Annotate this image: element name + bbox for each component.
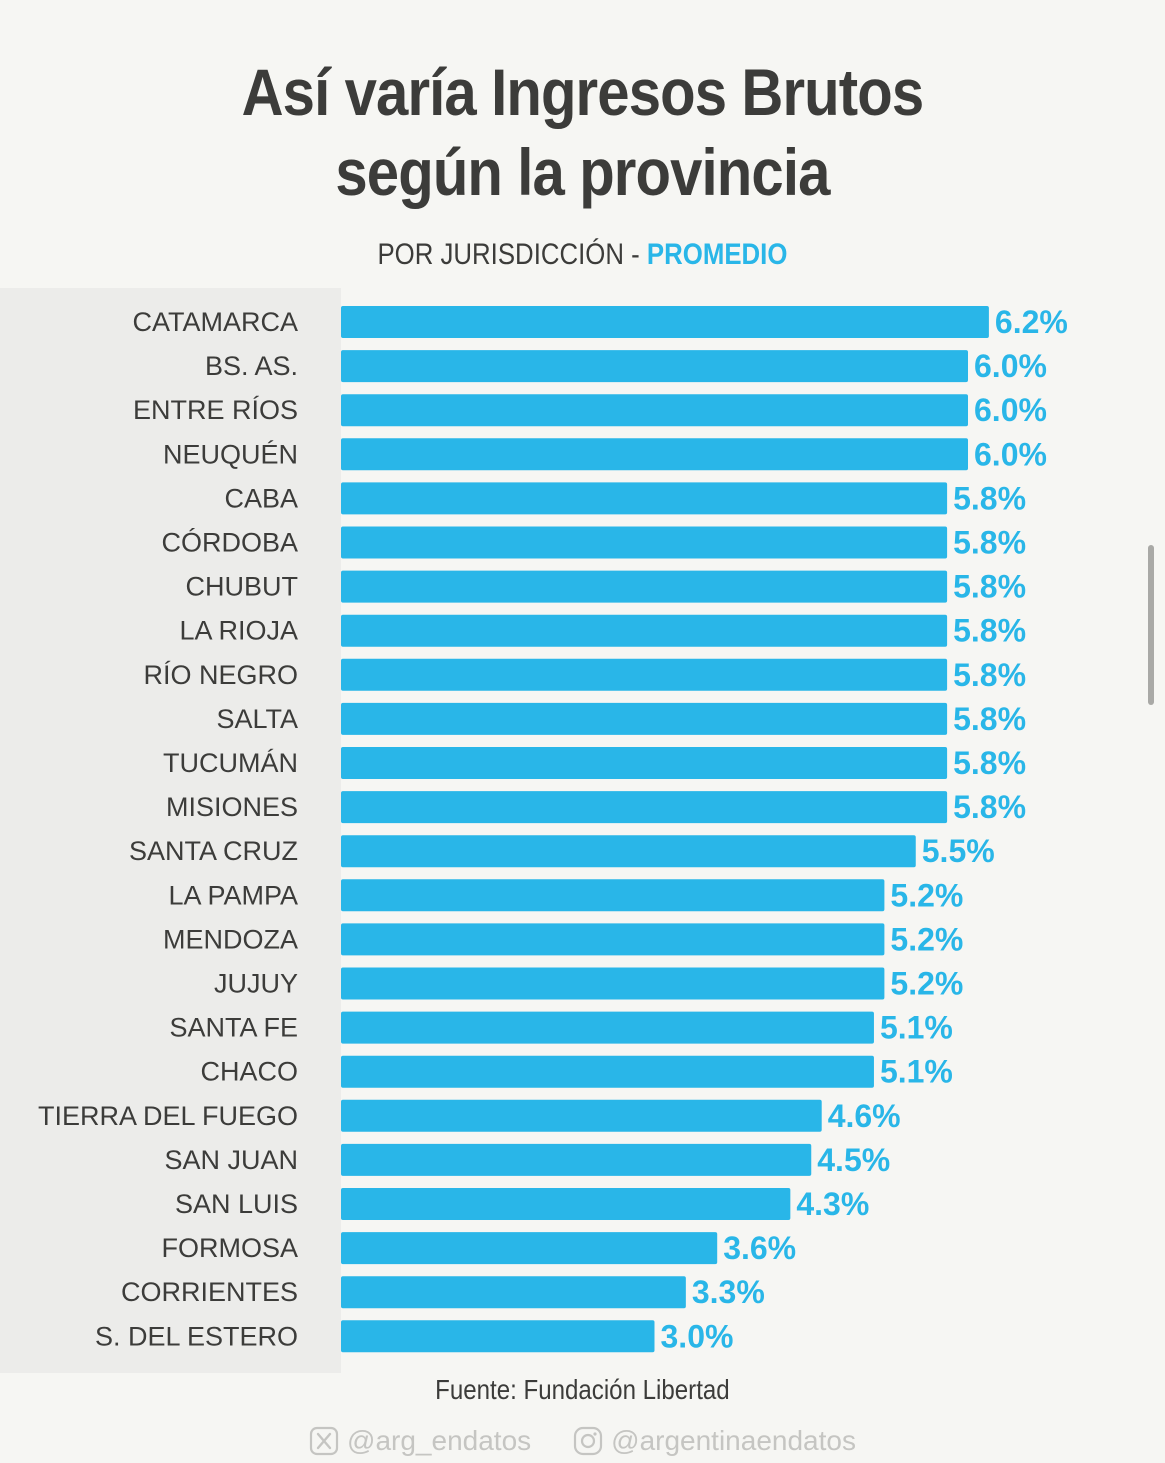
bar — [341, 1232, 718, 1265]
category-label-panel — [0, 288, 341, 1373]
category-label: MENDOZA — [163, 924, 298, 954]
category-label: SAN JUAN — [164, 1145, 298, 1175]
bar — [341, 747, 948, 779]
bar — [341, 1011, 874, 1044]
value-label: 5.2% — [890, 877, 963, 913]
category-label: CORRIENTES — [121, 1277, 298, 1307]
instagram-handle[interactable]: @argentinaendatos — [573, 1425, 856, 1457]
value-label: 6.0% — [974, 348, 1047, 384]
scrollbar-thumb[interactable] — [1148, 545, 1154, 705]
subtitle-accent: PROMEDIO — [646, 238, 788, 271]
value-label: 5.8% — [953, 701, 1026, 737]
bar-chart: CATAMARCA 6.2% BS. AS. 6.0% ENTRE RÍOS 6.0% NE… — [38, 304, 1068, 1354]
value-label: 3.0% — [661, 1318, 734, 1354]
instagram-handle-text: @argentinaendatos — [611, 1424, 856, 1456]
category-label: LA RIOJA — [179, 616, 298, 646]
value-label: 5.8% — [953, 657, 1026, 693]
value-label: 4.5% — [817, 1142, 890, 1178]
bar — [341, 1276, 686, 1309]
chart-title: Así varía Ingresos Brutos según la provi… — [70, 52, 1095, 212]
category-label: SANTA FE — [169, 1013, 298, 1043]
bar — [341, 1320, 655, 1353]
instagram-icon — [574, 1426, 603, 1455]
bar — [341, 835, 916, 868]
value-label: 5.8% — [953, 480, 1026, 516]
chart-subtitle: POR JURISDICCIÓN - PROMEDIO — [81, 238, 1083, 272]
value-label: 6.2% — [995, 304, 1068, 340]
value-label: 5.5% — [922, 833, 995, 869]
bar — [341, 702, 948, 735]
category-label: NEUQUÉN — [163, 439, 298, 469]
bar — [341, 482, 948, 515]
category-label: TIERRA DEL FUEGO — [38, 1101, 298, 1131]
bar — [341, 350, 968, 383]
value-label: 5.2% — [890, 921, 963, 957]
bar — [341, 1055, 874, 1088]
category-label: RÍO NEGRO — [143, 660, 298, 690]
title-line-2: según la provincia — [335, 135, 830, 209]
category-label: SAN LUIS — [175, 1189, 298, 1219]
value-label: 5.2% — [890, 966, 963, 1002]
bar — [341, 614, 948, 647]
social-handles: @arg_endatos @argentinaendatos — [0, 1418, 1165, 1463]
bar — [341, 967, 885, 1000]
title-line-1: Así varía Ingresos Brutos — [241, 55, 925, 129]
bar — [341, 306, 989, 338]
source-note: Fuente: Fundación Libertad — [435, 1374, 730, 1405]
bar — [341, 526, 948, 559]
bar — [341, 438, 968, 471]
category-label: FORMOSA — [161, 1233, 298, 1263]
value-label: 5.1% — [880, 1054, 953, 1090]
category-label: S. DEL ESTERO — [95, 1321, 298, 1351]
bar — [341, 1099, 822, 1132]
category-label: LA PAMPA — [168, 880, 298, 910]
category-label: CHUBUT — [186, 572, 299, 602]
value-label: 5.8% — [953, 525, 1026, 561]
category-label: BS. AS. — [205, 351, 298, 381]
twitter-handle[interactable]: @arg_endatos — [309, 1425, 531, 1457]
bar — [341, 791, 948, 824]
value-label: 4.6% — [828, 1098, 901, 1134]
value-label: 3.6% — [723, 1230, 796, 1266]
x-logo-icon — [309, 1426, 339, 1455]
category-label: JUJUY — [214, 969, 298, 999]
value-label: 6.0% — [974, 392, 1047, 428]
category-label: SANTA CRUZ — [129, 836, 298, 866]
subtitle-prefix: POR JURISDICCIÓN - — [377, 238, 647, 271]
value-label: 5.1% — [880, 1010, 953, 1046]
category-label: CÓRDOBA — [161, 527, 298, 558]
bar — [341, 570, 948, 603]
value-label: 3.3% — [692, 1274, 765, 1310]
category-label: CABA — [224, 483, 298, 513]
category-label: CHACO — [200, 1057, 298, 1087]
category-label: ENTRE RÍOS — [133, 395, 298, 425]
value-label: 5.8% — [953, 745, 1026, 781]
bar — [341, 1143, 812, 1176]
bar — [341, 923, 885, 956]
category-label: CATAMARCA — [132, 307, 298, 337]
bar — [341, 879, 885, 912]
bar — [341, 658, 948, 691]
category-label: MISIONES — [166, 792, 298, 822]
category-label: SALTA — [216, 704, 298, 734]
bar — [341, 394, 968, 427]
twitter-handle-text: @arg_endatos — [347, 1424, 532, 1456]
value-label: 4.3% — [796, 1186, 869, 1222]
bar — [341, 1188, 791, 1220]
value-label: 6.0% — [974, 436, 1047, 472]
value-label: 5.8% — [953, 789, 1026, 825]
category-label: TUCUMÁN — [163, 748, 298, 778]
value-label: 5.8% — [953, 569, 1026, 605]
value-label: 5.8% — [953, 613, 1026, 649]
